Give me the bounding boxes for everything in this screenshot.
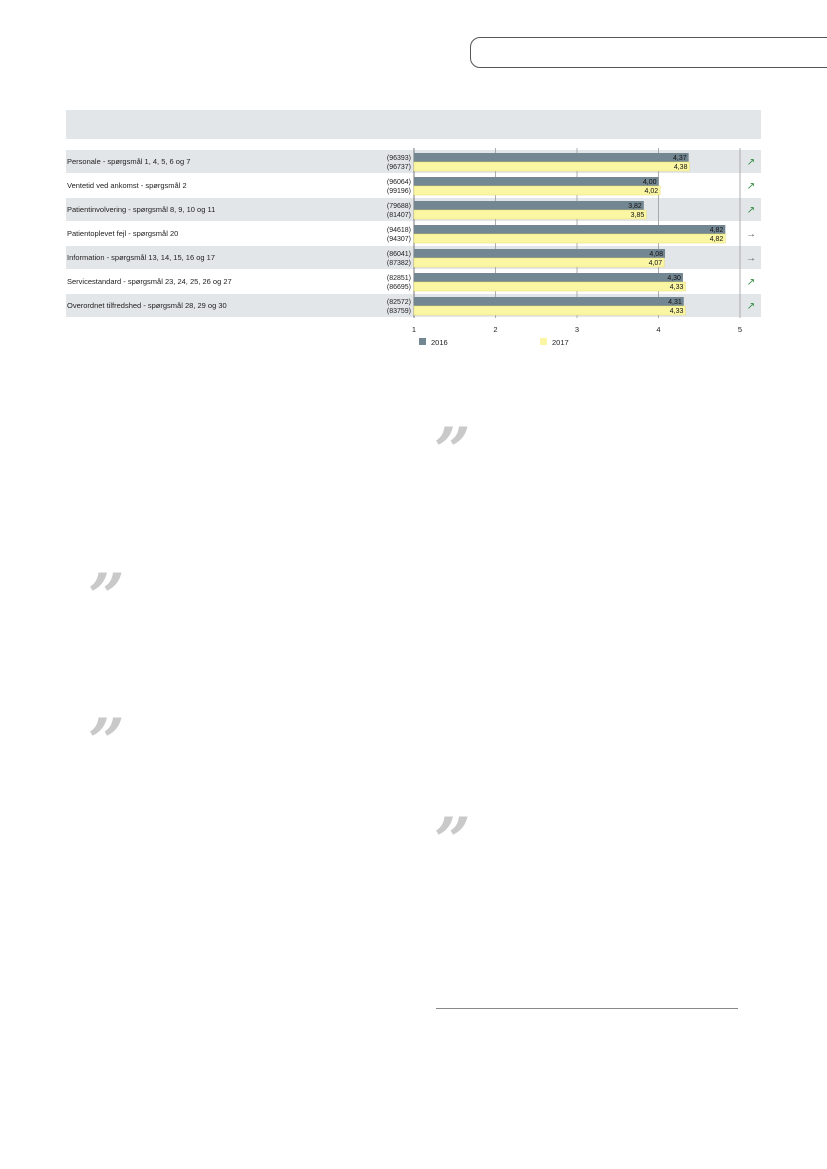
quote-mark-icon: ” bbox=[434, 804, 471, 879]
arrow-up-right-icon: ↗ bbox=[747, 301, 755, 312]
divider-line bbox=[436, 1008, 738, 1009]
value-label: 4,37 bbox=[673, 155, 687, 162]
tick-label: 1 bbox=[412, 325, 416, 334]
section-tab bbox=[470, 37, 827, 68]
legend-swatch bbox=[540, 338, 547, 345]
category-label: Patientinvolvering - spørgsmål 8, 9, 10 … bbox=[67, 205, 215, 214]
value-label: 4,31 bbox=[668, 299, 682, 306]
tick-label: 2 bbox=[493, 325, 497, 334]
count-label: (94307) bbox=[387, 236, 411, 243]
count-label: (81407) bbox=[387, 212, 411, 219]
tick-label: 4 bbox=[656, 325, 660, 334]
bar-2016 bbox=[414, 153, 689, 162]
quote-mark-icon: ” bbox=[88, 560, 125, 635]
value-label: 3,82 bbox=[628, 203, 642, 210]
count-label: (87382) bbox=[387, 260, 411, 267]
bar-2016 bbox=[414, 249, 666, 258]
category-label: Personale - spørgsmål 1, 4, 5, 6 og 7 bbox=[67, 157, 190, 166]
category-label: Servicestandard - spørgsmål 23, 24, 25, … bbox=[67, 277, 232, 286]
table-header-band bbox=[66, 110, 761, 139]
count-label: (96064) bbox=[387, 179, 411, 186]
bar-2017 bbox=[413, 185, 661, 196]
count-label: (86041) bbox=[387, 251, 411, 258]
category-label: Patientoplevet fejl - spørgsmål 20 bbox=[67, 229, 178, 238]
bar-2016 bbox=[414, 297, 684, 306]
value-label: 4,02 bbox=[645, 188, 659, 195]
value-label: 4,82 bbox=[710, 227, 724, 234]
count-label: (79688) bbox=[387, 203, 411, 210]
count-label: (99196) bbox=[387, 188, 411, 195]
bar-2016 bbox=[414, 273, 683, 282]
quote-mark-icon: ” bbox=[434, 414, 471, 489]
value-label: 4,00 bbox=[643, 179, 657, 186]
arrow-right-icon: → bbox=[746, 229, 756, 240]
arrow-right-icon: → bbox=[746, 253, 756, 264]
count-label: (82572) bbox=[387, 299, 411, 306]
legend-swatch bbox=[419, 338, 426, 345]
bar-2016 bbox=[414, 225, 726, 234]
count-label: (83759) bbox=[387, 308, 411, 315]
bar-chart: Personale - spørgsmål 1, 4, 5, 6 og 7 (96… bbox=[66, 148, 761, 347]
value-label: 4,33 bbox=[670, 308, 684, 315]
value-label: 4,33 bbox=[670, 284, 684, 291]
bar-2017 bbox=[413, 281, 686, 292]
bar-2017 bbox=[413, 161, 690, 172]
arrow-up-right-icon: ↗ bbox=[747, 205, 755, 216]
category-label: Overordnet tilfredshed - spørgsmål 28, 2… bbox=[67, 301, 227, 310]
value-label: 4,07 bbox=[649, 260, 663, 267]
bar-2016 bbox=[414, 201, 644, 210]
bar-2017 bbox=[413, 257, 665, 268]
count-label: (86695) bbox=[387, 284, 411, 291]
value-label: 4,82 bbox=[710, 236, 724, 243]
category-label: Information - spørgsmål 13, 14, 15, 16 o… bbox=[67, 253, 215, 262]
category-label: Ventetid ved ankomst - spørgsmål 2 bbox=[67, 181, 187, 190]
legend-label: 2017 bbox=[552, 338, 569, 347]
value-label: 4,38 bbox=[674, 164, 688, 171]
arrow-up-right-icon: ↗ bbox=[747, 181, 755, 192]
value-label: 4,30 bbox=[667, 275, 681, 282]
quote-mark-icon: ” bbox=[88, 705, 125, 780]
bar-2017 bbox=[413, 209, 647, 220]
tick-label: 3 bbox=[575, 325, 579, 334]
arrow-up-right-icon: ↗ bbox=[747, 157, 755, 168]
bar-2016 bbox=[414, 177, 659, 186]
legend-label: 2016 bbox=[431, 338, 448, 347]
count-label: (96737) bbox=[387, 164, 411, 171]
bar-2017 bbox=[413, 305, 686, 316]
tick-label: 5 bbox=[738, 325, 742, 334]
count-label: (82851) bbox=[387, 275, 411, 282]
bar-2017 bbox=[413, 233, 726, 244]
arrow-up-right-icon: ↗ bbox=[747, 277, 755, 288]
count-label: (94618) bbox=[387, 227, 411, 234]
value-label: 4,08 bbox=[649, 251, 663, 258]
value-label: 3,85 bbox=[631, 212, 645, 219]
count-label: (96393) bbox=[387, 155, 411, 162]
